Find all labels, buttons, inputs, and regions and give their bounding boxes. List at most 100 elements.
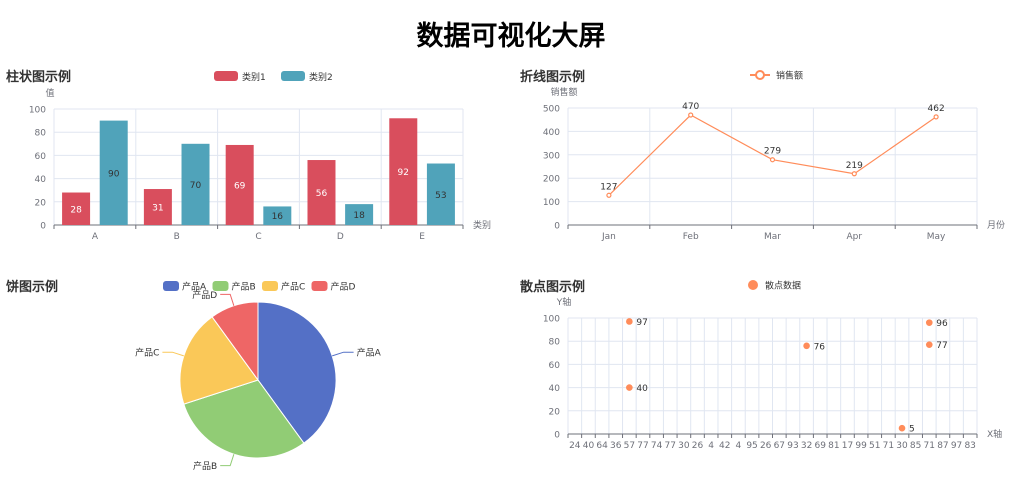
bar-value-label: 69 <box>234 181 246 191</box>
scatter-point[interactable] <box>925 319 933 326</box>
label-leader-line <box>162 351 184 357</box>
chart-title: 折线图示例 <box>520 69 585 85</box>
chart-title: 饼图示例 <box>6 279 58 295</box>
x-tick-label: 95 <box>746 441 757 451</box>
x-tick-label: 77 <box>665 441 676 451</box>
bar <box>181 143 210 225</box>
scatter-point[interactable] <box>925 341 933 348</box>
bar <box>143 189 172 225</box>
x-tick-label: 24 <box>569 441 581 451</box>
x-tick-label: 69 <box>814 441 826 451</box>
y-tick-label: 300 <box>543 151 560 161</box>
legend-swatch <box>262 281 278 291</box>
page-title: 数据可视化大屏 <box>416 21 606 52</box>
bar-value-label: 53 <box>435 191 446 201</box>
legend-label: 销售额 <box>776 70 803 82</box>
legend-swatch <box>281 71 305 81</box>
y-tick-label: 60 <box>549 361 561 371</box>
x-tick-label: 40 <box>583 441 595 451</box>
bar <box>345 204 374 225</box>
x-tick-label: 93 <box>787 441 798 451</box>
x-tick-label: 71 <box>924 441 935 451</box>
pie-slice[interactable] <box>179 316 259 405</box>
x-tick-label: May <box>927 232 946 242</box>
bar-value-label: 31 <box>152 204 163 214</box>
x-tick-label: 99 <box>855 441 867 451</box>
scatter-point[interactable] <box>626 384 633 391</box>
legend-item-2[interactable]: 类别2 <box>281 71 333 83</box>
legend-item-3[interactable]: 产品C <box>262 281 305 293</box>
pie-slice[interactable] <box>211 301 259 382</box>
y-tick-label: 40 <box>35 175 47 185</box>
legend-swatch <box>311 281 328 291</box>
legend-item-1[interactable]: 产品A <box>163 281 207 293</box>
y-axis-name: Y轴 <box>556 296 572 308</box>
bar <box>99 120 128 225</box>
legend-item-1[interactable]: 销售额 <box>750 70 803 82</box>
y-axis-name: 销售额 <box>550 86 577 98</box>
legend-label: 类别2 <box>309 71 333 83</box>
slice-label: 产品B <box>193 460 217 472</box>
x-tick-label: 97 <box>951 441 962 451</box>
legend-item-1[interactable]: 类别1 <box>214 71 266 83</box>
data-point <box>606 192 612 198</box>
pie-slice[interactable] <box>183 379 305 459</box>
x-tick-label: 64 <box>596 441 608 451</box>
x-tick-label: Mar <box>764 232 781 242</box>
y-tick-label: 40 <box>549 384 561 394</box>
x-tick-label: 4 <box>708 441 714 451</box>
x-axis-name: X轴 <box>987 428 1002 440</box>
pie-slice[interactable] <box>257 301 337 444</box>
scatter-point[interactable] <box>803 342 810 350</box>
legend-marker <box>755 70 765 80</box>
y-tick-label: 80 <box>35 129 47 139</box>
y-tick-label: 100 <box>543 315 560 325</box>
legend-item-4[interactable]: 产品D <box>311 281 356 293</box>
data-label: 127 <box>600 182 617 192</box>
bar-value-label: 56 <box>316 189 328 199</box>
slice-label: 产品A <box>357 347 382 359</box>
point-label: 40 <box>636 384 648 394</box>
bar-value-label: 18 <box>353 211 365 221</box>
y-tick-label: 20 <box>549 407 561 417</box>
y-tick-label: 0 <box>554 222 560 232</box>
legend-label: 产品B <box>232 281 256 293</box>
legend-label: 产品D <box>331 281 356 293</box>
legend-swatch <box>214 71 238 81</box>
legend-marker <box>748 280 758 290</box>
scatter-point[interactable] <box>626 318 633 325</box>
x-tick-label: 87 <box>937 441 948 451</box>
x-axis-name: 月份 <box>987 219 1005 231</box>
legend-label: 散点数据 <box>765 280 801 292</box>
y-tick-label: 60 <box>35 152 47 162</box>
x-tick-label: B <box>174 232 180 242</box>
legend-item-1[interactable]: 散点数据 <box>748 280 801 292</box>
legend-item-2[interactable]: 产品B <box>212 281 256 293</box>
y-tick-label: 80 <box>549 338 561 348</box>
x-tick-label: 30 <box>896 441 908 451</box>
x-tick-label: 36 <box>610 441 622 451</box>
bar-value-label: 16 <box>272 212 284 222</box>
y-tick-label: 100 <box>29 106 46 116</box>
chart-title: 柱状图示例 <box>6 69 71 85</box>
x-tick-label: 57 <box>624 441 635 451</box>
point-label: 5 <box>909 425 915 435</box>
point-label: 97 <box>636 318 647 328</box>
legend-label: 产品C <box>281 281 305 293</box>
data-label: 279 <box>764 147 781 157</box>
scatter-point[interactable] <box>898 424 906 432</box>
slice-label: 产品C <box>135 347 159 359</box>
x-tick-label: 83 <box>964 441 975 451</box>
y-tick-label: 0 <box>40 222 46 232</box>
data-point <box>933 114 939 120</box>
bar <box>389 118 418 225</box>
data-point <box>851 171 857 177</box>
x-axis-name: 类别 <box>473 219 491 231</box>
y-tick-label: 400 <box>543 128 560 138</box>
label-leader-line <box>220 293 235 306</box>
data-label: 219 <box>846 161 863 171</box>
x-tick-label: 71 <box>883 441 894 451</box>
